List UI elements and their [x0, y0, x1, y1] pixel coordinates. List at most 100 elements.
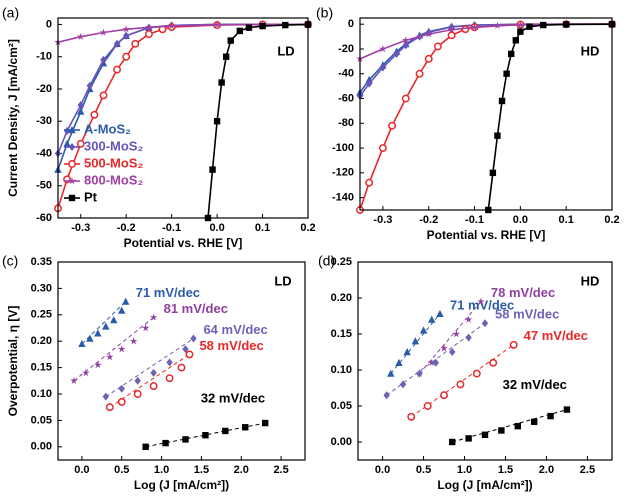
marker: [70, 376, 78, 385]
marker: [122, 297, 130, 305]
marker: [113, 39, 121, 48]
x-tick-label: 0.0: [74, 464, 89, 476]
legend-label: 500-MoS₂: [84, 155, 143, 170]
x-tick-label: 0.0: [375, 464, 390, 476]
marker: [213, 20, 221, 29]
legend-marker: [68, 177, 76, 185]
marker: [222, 53, 230, 60]
marker: [149, 382, 158, 391]
x-tick-label: 1.5: [194, 464, 209, 476]
marker: [440, 391, 448, 400]
x-tick-label: 1.5: [498, 464, 513, 476]
slope-label: 64 mV/dec: [203, 322, 267, 337]
x-tick-label: -0.1: [162, 222, 181, 234]
marker: [503, 70, 510, 77]
y-axis-label: Current Density, J [mA/cm²]: [6, 39, 20, 197]
marker: [447, 31, 456, 40]
x-axis-label: Potential vs. RHE [V]: [427, 228, 546, 242]
marker: [436, 309, 444, 318]
y-tick-label: 0: [348, 18, 354, 30]
y-tick-label: 0.10: [31, 388, 52, 400]
marker: [481, 431, 489, 438]
marker: [514, 422, 521, 430]
marker: [456, 380, 465, 389]
slope-label: 32 mV/dec: [503, 377, 567, 392]
y-tick-label: -40: [36, 147, 52, 159]
y-tick-label: 0.10: [331, 364, 352, 376]
marker: [401, 94, 410, 103]
x-tick-label: -0.3: [71, 222, 90, 234]
marker: [481, 319, 489, 328]
marker: [94, 360, 102, 369]
marker: [122, 25, 130, 33]
y-tick-label: 0.05: [331, 400, 352, 412]
legend-marker: [68, 126, 76, 134]
x-tick-label: 1.0: [154, 464, 169, 476]
plot-frame: [57, 261, 306, 461]
marker: [131, 39, 140, 48]
marker: [498, 427, 505, 434]
marker: [122, 52, 131, 61]
y-tick-label: 0.15: [331, 328, 352, 340]
marker: [415, 69, 424, 78]
marker: [86, 81, 94, 90]
y-tick-label: -40: [338, 68, 354, 80]
marker: [236, 27, 244, 35]
marker: [259, 22, 266, 30]
marker: [227, 37, 234, 44]
marker: [110, 316, 118, 324]
y-tick-label: 0.15: [31, 362, 52, 374]
marker: [402, 41, 410, 50]
x-axis-label: Log (J [mA/cm²]): [134, 478, 229, 492]
marker: [99, 91, 108, 100]
marker: [452, 330, 461, 338]
marker: [530, 418, 538, 426]
marker: [447, 25, 456, 33]
marker: [379, 44, 387, 53]
marker: [407, 412, 416, 421]
x-tick-label: -0.3: [373, 214, 392, 226]
y-tick-label: 0.35: [31, 256, 52, 268]
marker: [383, 391, 390, 400]
marker: [423, 402, 432, 410]
marker: [379, 63, 387, 72]
x-tick-label: -0.2: [117, 222, 136, 234]
marker: [419, 326, 428, 334]
marker: [433, 42, 442, 51]
y-tick-label: -140: [332, 192, 354, 204]
x-tick-label: 1.0: [457, 464, 472, 476]
marker: [209, 166, 216, 173]
marker: [465, 333, 472, 342]
condition-label: HD: [581, 43, 600, 58]
marker: [378, 144, 387, 153]
series-line: [487, 23, 612, 210]
marker: [162, 439, 169, 447]
marker: [465, 435, 472, 442]
marker: [470, 23, 479, 31]
marker: [149, 313, 158, 321]
marker: [489, 169, 497, 177]
marker: [563, 406, 571, 413]
x-tick-label: 0.0: [209, 222, 224, 234]
marker: [63, 139, 71, 148]
marker: [100, 55, 107, 64]
x-tick-label: 0.1: [255, 222, 270, 234]
panel-label: (d): [318, 253, 335, 269]
marker: [122, 31, 130, 40]
y-tick-label: -10: [36, 51, 52, 63]
plot-frame: [57, 17, 309, 219]
marker: [424, 30, 433, 38]
plot-frame: [359, 17, 613, 211]
marker: [411, 337, 420, 345]
marker: [402, 36, 410, 44]
marker: [498, 97, 506, 105]
marker: [395, 358, 403, 366]
marker: [399, 380, 407, 389]
marker: [76, 32, 85, 40]
marker: [77, 107, 85, 115]
marker: [245, 24, 253, 31]
marker: [117, 397, 126, 406]
marker: [424, 54, 433, 63]
legend-label: A-MoS₂: [84, 121, 131, 136]
y-tick-label: -60: [338, 92, 354, 104]
